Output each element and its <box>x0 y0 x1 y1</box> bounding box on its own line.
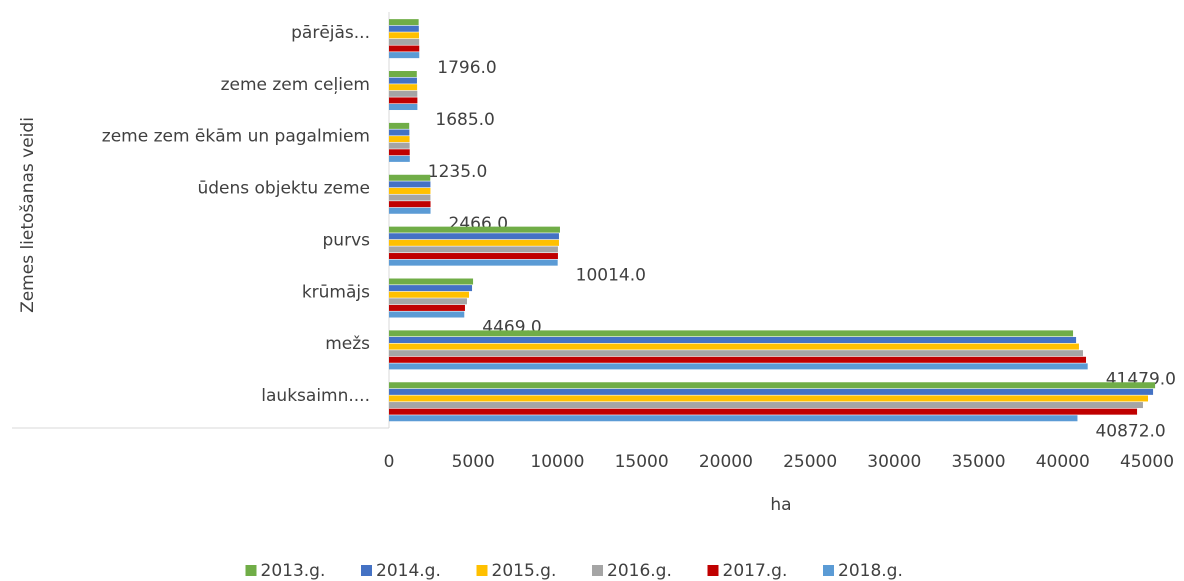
x-tick-label: 20000 <box>699 452 753 472</box>
bar <box>389 25 419 32</box>
data-label: 10014.0 <box>576 266 646 286</box>
bar <box>389 343 1079 350</box>
bar <box>389 52 420 59</box>
x-tick-label: 25000 <box>783 452 837 472</box>
legend-swatch <box>361 565 372 576</box>
bar <box>389 136 410 143</box>
bar <box>389 45 420 52</box>
bar <box>389 402 1143 409</box>
legend-swatch <box>476 565 488 576</box>
bar <box>389 207 431 214</box>
bar <box>389 201 431 208</box>
bar <box>389 304 465 311</box>
bar <box>389 149 410 156</box>
x-tick-label: 0 <box>384 452 395 472</box>
bar <box>389 32 419 39</box>
bar <box>389 388 1154 395</box>
x-tick-label: 5000 <box>452 452 495 472</box>
bar <box>389 19 419 26</box>
x-axis-title: ha <box>770 495 791 515</box>
y-tick-label: purvs <box>323 230 371 250</box>
y-tick-label: ūdens objektu zeme <box>197 179 370 199</box>
legend-label: 2016.g. <box>607 561 672 581</box>
y-tick-label: zeme zem ceļiem <box>221 75 370 95</box>
bar <box>389 84 418 91</box>
bar <box>389 226 560 233</box>
bar <box>389 194 431 201</box>
bar <box>389 174 431 181</box>
legend-label: 2013.g. <box>261 561 326 581</box>
data-label: 1796.0 <box>437 58 496 78</box>
bar <box>389 239 559 246</box>
bar <box>389 415 1078 422</box>
bar <box>389 278 474 285</box>
x-tick-label: 35000 <box>952 452 1006 472</box>
legend-swatch <box>823 565 834 576</box>
bar <box>389 311 465 318</box>
legend-label: 2017.g. <box>723 561 788 581</box>
y-tick-label: mežs <box>325 334 370 354</box>
bar <box>389 382 1156 389</box>
y-tick-label: krūmājs <box>302 282 370 302</box>
bar <box>389 233 559 240</box>
bar <box>389 336 1077 343</box>
bar <box>389 129 410 136</box>
bar <box>389 246 558 253</box>
bar <box>389 104 418 111</box>
bar <box>389 122 410 129</box>
data-label: 40872.0 <box>1095 421 1165 441</box>
bar <box>389 330 1074 337</box>
bar <box>389 187 431 194</box>
x-tick-label: 30000 <box>867 452 921 472</box>
bar <box>389 298 467 305</box>
legend-label: 2014.g. <box>376 561 441 581</box>
y-axis-title: Zemes lietošanas veidi <box>18 117 38 313</box>
bar <box>389 90 418 97</box>
x-tick-label: 10000 <box>530 452 584 472</box>
x-tick-label: 40000 <box>1036 452 1090 472</box>
bar <box>389 71 417 78</box>
bar <box>389 363 1088 370</box>
bar <box>389 38 420 45</box>
bar <box>389 291 470 298</box>
bar <box>389 285 473 292</box>
legend-swatch <box>707 565 719 576</box>
bar <box>389 356 1087 363</box>
bar <box>389 408 1138 415</box>
y-tick-label: lauksaimn.... <box>261 386 370 406</box>
y-tick-label: pārējās... <box>291 23 370 43</box>
x-tick-label: 45000 <box>1120 452 1174 472</box>
bar <box>389 350 1083 357</box>
bar <box>389 253 558 260</box>
bar <box>389 395 1149 402</box>
bar <box>389 77 417 84</box>
bar <box>389 97 418 104</box>
legend-swatch <box>245 565 257 576</box>
bar <box>389 259 558 266</box>
legend-swatch <box>592 565 603 576</box>
legend-label: 2015.g. <box>492 561 557 581</box>
bar <box>389 155 410 162</box>
bar <box>389 181 431 188</box>
data-label: 1235.0 <box>428 162 487 182</box>
data-label: 1685.0 <box>435 110 494 130</box>
y-tick-label: zeme zem ēkām un pagalmiem <box>102 127 370 147</box>
x-tick-label: 15000 <box>615 452 669 472</box>
bar <box>389 142 410 149</box>
legend-label: 2018.g. <box>838 561 903 581</box>
